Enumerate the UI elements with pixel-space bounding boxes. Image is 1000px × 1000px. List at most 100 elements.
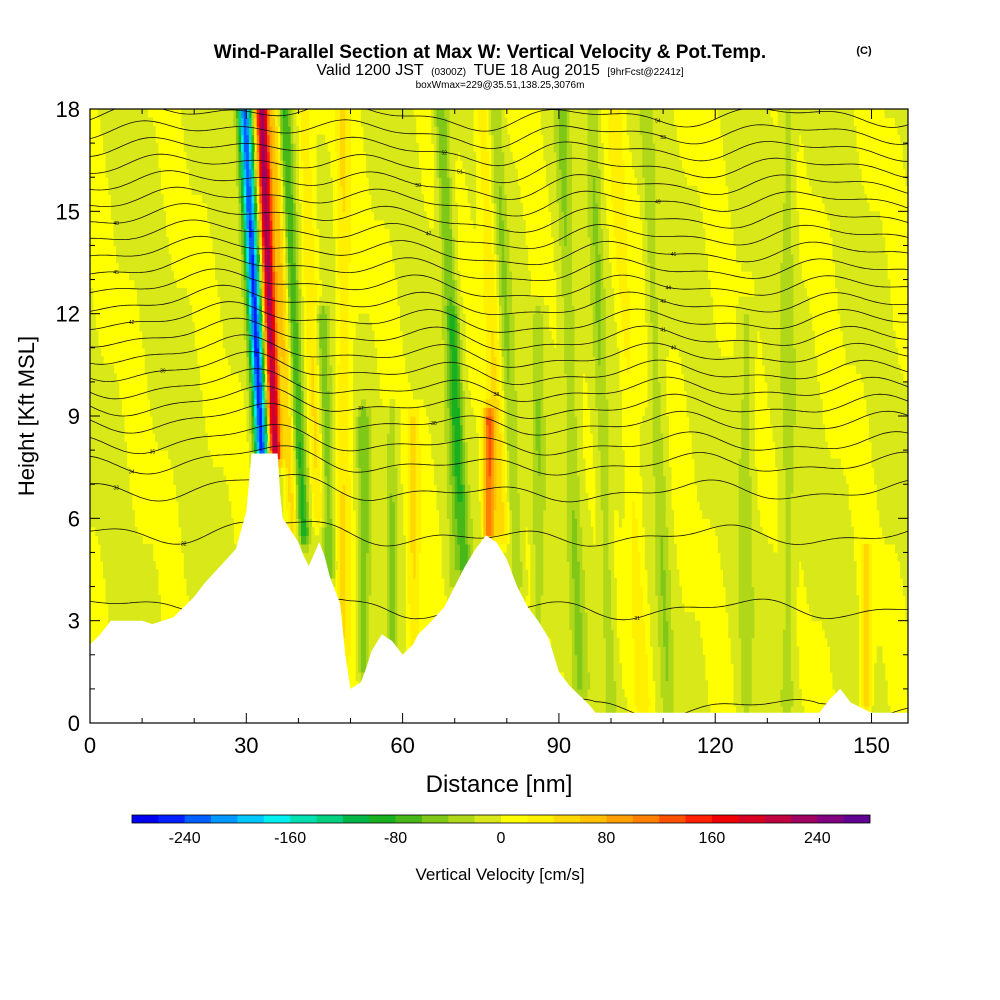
- w-cell: [517, 185, 521, 494]
- w-cell: [381, 109, 385, 221]
- w-cell: [457, 501, 461, 545]
- w-cell: [736, 109, 740, 264]
- w-cell: [366, 109, 370, 178]
- w-cell: [366, 407, 370, 417]
- w-cell: [545, 305, 550, 647]
- w-cell: [308, 484, 313, 519]
- w-cell: [699, 637, 703, 723]
- isentrope-label: 41: [660, 327, 666, 333]
- isentrope-label: 42: [129, 320, 135, 326]
- w-cell: [483, 398, 487, 409]
- w-cell: [842, 475, 847, 723]
- w-cell: [282, 211, 286, 229]
- w-cell: [368, 407, 372, 596]
- w-cell: [381, 407, 385, 656]
- w-cell: [301, 543, 305, 554]
- w-cell: [905, 109, 908, 187]
- w-cell: [142, 109, 146, 349]
- w-cell: [496, 253, 500, 298]
- w-cell: [897, 364, 901, 562]
- w-cell: [749, 296, 753, 477]
- w-cell: [657, 109, 662, 383]
- w-cell: [488, 109, 492, 136]
- w-cell: [548, 330, 552, 639]
- w-cell: [191, 109, 195, 195]
- w-cell: [319, 390, 323, 434]
- w-cell: [769, 543, 774, 723]
- w-cell: [358, 671, 362, 690]
- w-cell: [655, 595, 659, 716]
- w-cell: [392, 109, 396, 264]
- w-cell: [251, 134, 255, 144]
- w-cell: [592, 356, 596, 468]
- w-cell: [663, 646, 667, 716]
- w-cell: [647, 109, 651, 264]
- w-cell: [762, 535, 766, 723]
- w-cell: [261, 202, 266, 221]
- w-cell: [452, 109, 456, 238]
- w-cell: [199, 390, 203, 630]
- colorbar-tick-label: 0: [497, 830, 506, 847]
- w-cell: [261, 407, 266, 426]
- isentrope-label: 38: [494, 392, 500, 398]
- w-cell: [467, 109, 471, 204]
- w-cell: [392, 407, 396, 502]
- w-cell: [248, 279, 253, 298]
- isentrope-line: [90, 252, 908, 281]
- colorbar-swatch: [184, 815, 212, 823]
- isentrope-label: 54: [655, 118, 661, 124]
- w-cell: [248, 296, 253, 315]
- w-cell: [261, 262, 266, 272]
- w-cell: [499, 305, 503, 349]
- w-cell: [272, 296, 276, 315]
- w-cell: [261, 424, 266, 443]
- colorbar-swatch: [738, 815, 765, 823]
- w-cell: [790, 492, 794, 681]
- w-cell: [402, 109, 406, 357]
- colorbar-swatch: [632, 815, 660, 823]
- w-cell: [254, 279, 258, 298]
- w-cell: [642, 109, 646, 178]
- w-cell: [485, 416, 490, 426]
- w-cell: [386, 433, 391, 656]
- w-cell: [772, 126, 776, 443]
- w-cell: [478, 109, 482, 136]
- w-cell: [264, 390, 268, 400]
- w-cell: [902, 381, 906, 596]
- w-cell: [303, 109, 307, 281]
- w-cell: [248, 109, 253, 119]
- w-cell: [324, 305, 328, 315]
- w-cell: [790, 109, 794, 255]
- w-cell: [238, 245, 242, 383]
- w-cell: [631, 501, 636, 639]
- w-cell: [694, 185, 698, 485]
- w-cell: [764, 109, 768, 383]
- isentrope-line: [90, 385, 908, 419]
- w-cell: [386, 407, 391, 434]
- w-cell: [741, 109, 745, 272]
- w-cell: [522, 219, 526, 605]
- w-cell: [241, 151, 245, 161]
- w-cell: [465, 492, 469, 545]
- w-cell: [611, 109, 615, 204]
- box-wmax-info: boxWmax=229@35.51,138.25,3076m: [416, 80, 585, 91]
- w-cell: [280, 134, 284, 161]
- w-cell: [274, 126, 279, 161]
- w-cell: [342, 109, 346, 212]
- w-cell: [295, 126, 300, 212]
- w-cell: [496, 339, 500, 400]
- w-cell: [592, 109, 596, 178]
- w-cell: [551, 339, 555, 656]
- w-cell: [741, 296, 745, 400]
- w-cell: [501, 501, 505, 536]
- colorbar-frame: [131, 814, 871, 824]
- w-cell: [90, 288, 94, 528]
- w-cell: [816, 109, 821, 195]
- w-cell: [803, 109, 808, 161]
- w-cell: [652, 109, 656, 144]
- w-cell: [233, 109, 237, 127]
- w-cell: [368, 595, 372, 690]
- w-cell: [264, 143, 268, 170]
- w-cell: [793, 109, 797, 349]
- w-cell: [532, 543, 537, 647]
